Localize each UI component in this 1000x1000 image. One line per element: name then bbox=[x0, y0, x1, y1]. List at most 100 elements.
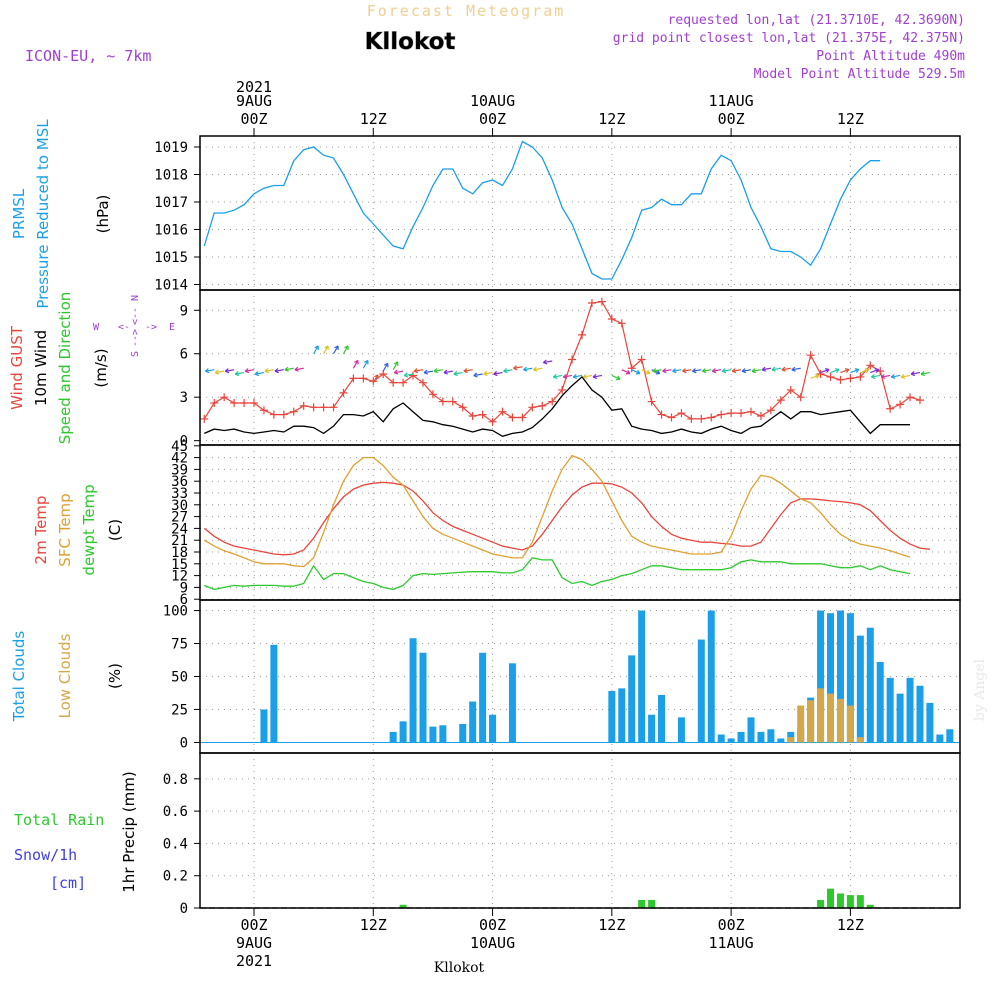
wind-gust-marker bbox=[627, 364, 636, 373]
y-tick-label: 18 bbox=[171, 545, 188, 561]
wind-direction-arrowhead bbox=[214, 369, 220, 375]
wind-direction-arrowhead bbox=[393, 361, 399, 366]
panel-frame bbox=[199, 752, 961, 909]
y-tick-label: 25 bbox=[171, 702, 188, 718]
wind-direction-arrowhead bbox=[244, 368, 250, 374]
wind-direction-arrowhead bbox=[334, 345, 339, 350]
wind-direction-arrowhead bbox=[533, 366, 538, 372]
wind-gust-marker bbox=[856, 372, 865, 381]
wind-gust-marker bbox=[846, 374, 855, 383]
wind-direction-arrow bbox=[362, 360, 369, 369]
temp-sfc-label: SFC Temp bbox=[56, 493, 74, 566]
wind-direction-arrow bbox=[225, 369, 235, 372]
total-cloud-bar bbox=[906, 677, 914, 743]
wind-gust-marker bbox=[399, 378, 408, 387]
wind-direction-arrowhead bbox=[692, 368, 697, 374]
wind-direction-arrowhead bbox=[423, 369, 429, 375]
y-tick-label: 33 bbox=[171, 486, 188, 502]
precip-unit-label: 1hr Precip (mm) bbox=[120, 771, 138, 892]
total-cloud-bar bbox=[697, 639, 705, 743]
y-tick-label: 0 bbox=[180, 735, 188, 751]
wind-direction-arrow bbox=[392, 361, 399, 370]
compass-right-arrow: -> bbox=[145, 322, 157, 333]
wind-direction-arrowhead bbox=[562, 373, 568, 380]
wind-direction-arrowhead bbox=[711, 368, 717, 374]
wind-direction-arrow bbox=[662, 369, 672, 372]
compass-rose: N <-- --> S W <- -> E bbox=[93, 295, 175, 357]
wind-panel: 0 3 6 9 bbox=[180, 289, 961, 450]
wind-gust-marker bbox=[707, 413, 716, 422]
wind-direction-arrow bbox=[920, 371, 931, 375]
wind-direction-arrowhead bbox=[453, 371, 458, 377]
total-cloud-bar bbox=[618, 688, 626, 743]
top-time-label: 11AUG bbox=[709, 92, 754, 110]
wind-direction-arrowhead bbox=[274, 368, 279, 374]
top-time-label: 00Z bbox=[240, 110, 267, 128]
y-tick-label: 12 bbox=[171, 569, 188, 585]
y-tick-label: 1014 bbox=[154, 278, 188, 294]
wind-direction-arrow bbox=[245, 369, 255, 372]
wind-direction-arrow bbox=[423, 370, 434, 374]
wind-gust-marker bbox=[806, 351, 815, 360]
wind-direction-arrowhead bbox=[503, 368, 508, 374]
wind-gust-marker bbox=[220, 393, 229, 402]
wind-direction-arrow bbox=[911, 371, 921, 375]
wind-gust-marker bbox=[786, 385, 795, 394]
wind-gust-marker bbox=[826, 372, 835, 381]
clouds-total-label: Total Clouds bbox=[10, 631, 28, 723]
y-tick-label: 24 bbox=[171, 521, 188, 537]
low-cloud-bar bbox=[827, 693, 835, 743]
wind-direction-arrow bbox=[901, 374, 911, 378]
wind-direction-arrowhead bbox=[824, 368, 830, 373]
chart-subtitle: Forecast Meteogram bbox=[367, 2, 566, 20]
wind-direction-arrow bbox=[533, 367, 543, 371]
wind-direction-arrow bbox=[791, 367, 801, 371]
rain-bar bbox=[856, 895, 864, 908]
y-tick-label: 50 bbox=[171, 670, 188, 686]
y-tick-label: 30 bbox=[171, 498, 188, 514]
wind-gust-marker bbox=[866, 361, 875, 370]
wind-direction-arrowhead bbox=[781, 366, 786, 372]
wind-direction-arrow bbox=[611, 374, 621, 380]
wind-direction-arrowhead bbox=[413, 368, 419, 374]
wind-direction-arrow bbox=[483, 371, 493, 375]
wind-direction-arrowhead bbox=[552, 373, 558, 380]
wind-direction-arrowhead bbox=[493, 371, 498, 377]
rain-bar bbox=[836, 893, 844, 908]
wind-gust-marker bbox=[776, 396, 785, 405]
temp-dewpt-line bbox=[204, 557, 911, 591]
wind-direction-arrow bbox=[553, 374, 563, 378]
temp-unit-label: (C) bbox=[106, 519, 124, 541]
total-cloud-bar bbox=[946, 729, 954, 743]
wind-gust-marker bbox=[359, 374, 368, 383]
wind-direction-arrowhead bbox=[592, 373, 597, 380]
wind-direction-arrow bbox=[771, 367, 781, 371]
wind-direction-arrowhead bbox=[443, 369, 448, 375]
wind-direction-arrow bbox=[473, 373, 483, 377]
wind-gust-marker bbox=[836, 375, 845, 384]
total-cloud-bar bbox=[260, 709, 268, 743]
wind-gust-marker bbox=[369, 377, 378, 386]
wind-gust-marker bbox=[717, 410, 726, 419]
model-altitude: Model Point Altitude 529.5m bbox=[754, 67, 965, 82]
y-tick-label: 1016 bbox=[154, 223, 188, 239]
wind-gust-marker bbox=[210, 398, 219, 407]
wind-direction-arrowhead bbox=[284, 366, 289, 372]
wind-direction-arrow bbox=[672, 369, 682, 372]
bottom-time-label: 12Z bbox=[837, 916, 864, 934]
wind-direction-arrowhead bbox=[523, 366, 528, 372]
footer-location: Kllokot bbox=[434, 960, 485, 976]
clouds-panel: 0 25 50 75 100 bbox=[163, 599, 961, 754]
total-cloud-bar bbox=[856, 635, 864, 743]
wind-direction-arrowhead bbox=[433, 368, 438, 374]
wind-gust-marker bbox=[289, 407, 298, 416]
total-cloud-bar bbox=[757, 731, 765, 743]
low-cloud-bar bbox=[787, 737, 795, 743]
wind-gust-marker bbox=[458, 403, 467, 412]
y-tick-label: 15 bbox=[171, 557, 188, 573]
wind-direction-arrow bbox=[751, 369, 762, 372]
bottom-time-label: 12Z bbox=[360, 916, 387, 934]
total-cloud-bar bbox=[479, 652, 487, 743]
